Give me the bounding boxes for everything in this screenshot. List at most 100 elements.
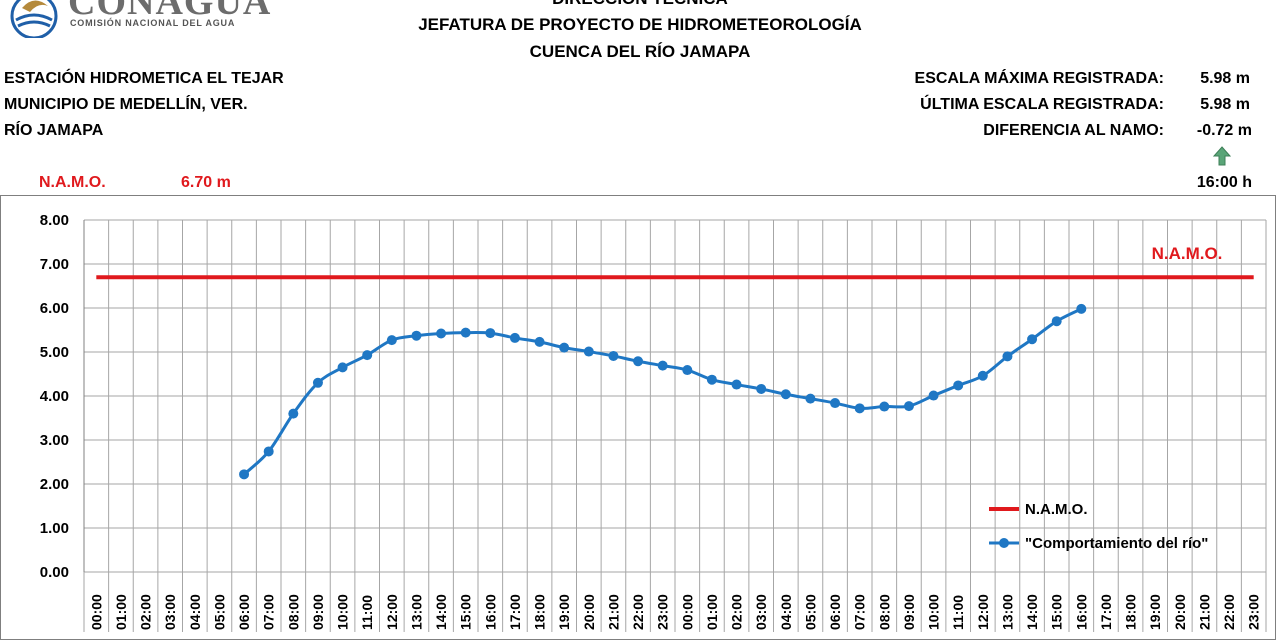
header-line-3: CUENCA DEL RÍO JAMAPA — [529, 42, 751, 61]
river-data-point — [1051, 316, 1062, 327]
namo-annotation: N.A.M.O. — [1152, 244, 1223, 263]
x-tick-label: 03:00 — [753, 594, 769, 630]
x-tick-label: 20:00 — [581, 594, 597, 630]
x-tick-label: 15:00 — [1049, 594, 1065, 630]
river-data-point — [509, 332, 520, 343]
river-data-point — [854, 403, 865, 414]
logo-text: CONAGUA — [68, 0, 272, 23]
last-level-value: 5.98 m — [1200, 96, 1250, 113]
namo-label: N.A.M.O. — [39, 174, 106, 191]
y-tick-label: 4.00 — [40, 388, 69, 405]
x-tick-label: 11:00 — [950, 595, 966, 630]
river-data-point — [608, 350, 619, 361]
y-tick-label: 5.00 — [40, 344, 69, 361]
river-data-point — [731, 379, 742, 390]
x-tick-label: 23:00 — [1246, 594, 1262, 630]
river-data-point — [780, 389, 791, 400]
x-tick-label: 16:00 — [1073, 594, 1089, 630]
river-level-chart: 0.00 1.00 2.00 3.00 4.00 5.00 6.00 7.00 8.00 00:0… — [40, 212, 1267, 632]
river-data-point — [633, 356, 644, 367]
legend-label-river: "Comportamiento del río" — [1025, 535, 1208, 552]
namo-difference-value: -0.72 m — [1196, 122, 1252, 139]
x-tick-label: 07:00 — [261, 594, 277, 630]
y-tick-label: 8.00 — [40, 212, 69, 229]
river-data-point — [756, 383, 767, 394]
river-data-point — [485, 328, 496, 339]
river-data-point — [903, 401, 914, 412]
x-tick-label: 18:00 — [1123, 594, 1139, 630]
station-municipality: MUNICIPIO DE MEDELLÍN, VER. — [4, 96, 248, 113]
river-data-point — [411, 330, 422, 341]
x-tick-label: 10:00 — [335, 594, 351, 630]
x-tick-label: 14:00 — [1024, 594, 1040, 630]
logo-subtitle: COMISIÓN NACIONAL DEL AGUA — [70, 18, 236, 28]
max-level-label: ESCALA MÁXIMA REGISTRADA: — [914, 70, 1164, 87]
river-data-point — [657, 360, 668, 371]
x-tick-label: 08:00 — [285, 594, 301, 630]
chart-frame: 0.00 1.00 2.00 3.00 4.00 5.00 6.00 7.00 8.00 00:0… — [0, 195, 1276, 640]
x-tick-label: 03:00 — [162, 594, 178, 630]
y-tick-label: 0.00 — [40, 564, 69, 581]
river-data-point — [953, 380, 964, 391]
river-data-point — [362, 350, 373, 361]
river-data-point — [879, 401, 890, 412]
x-tick-label: 11:00 — [359, 595, 375, 630]
river-data-point — [460, 327, 471, 338]
x-tick-label: 12:00 — [384, 594, 400, 630]
y-tick-label: 2.00 — [40, 476, 69, 493]
x-tick-label: 04:00 — [187, 594, 203, 630]
header-line-2: JEFATURA DE PROYECTO DE HIDROMETEOROLOGÍ… — [418, 15, 862, 34]
river-data-point — [805, 393, 816, 404]
x-tick-label: 09:00 — [310, 594, 326, 630]
x-tick-label: 05:00 — [802, 594, 818, 630]
max-level-value: 5.98 m — [1200, 70, 1250, 87]
x-tick-label: 05:00 — [211, 594, 227, 630]
y-tick-label: 3.00 — [40, 432, 69, 449]
namo-difference-label: DIFERENCIA AL NAMO: — [983, 122, 1164, 139]
header-line-1: DIRECCIÓN TÉCNICA — [0, 0, 1280, 9]
x-tick-label: 17:00 — [507, 594, 523, 630]
x-tick-label: 16:00 — [482, 594, 498, 630]
x-tick-label: 07:00 — [852, 594, 868, 630]
x-tick-label: 01:00 — [113, 594, 129, 630]
river-data-point — [583, 346, 594, 357]
river-data-point — [928, 390, 939, 401]
river-series-line — [243, 307, 1082, 476]
legend-marker-river — [999, 538, 1009, 548]
namo-value: 6.70 m — [181, 174, 231, 191]
station-name: ESTACIÓN HIDROMETICA EL TEJAR — [4, 70, 284, 87]
river-data-point — [534, 336, 545, 347]
x-tick-label: 19:00 — [556, 594, 572, 630]
x-tick-label: 14:00 — [433, 594, 449, 630]
x-tick-label: 15:00 — [458, 594, 474, 630]
x-tick-label: 22:00 — [630, 594, 646, 630]
river-data-point — [1076, 303, 1087, 314]
x-tick-label: 00:00 — [679, 594, 695, 630]
station-river: RÍO JAMAPA — [4, 122, 104, 139]
x-tick-label: 08:00 — [876, 594, 892, 630]
x-tick-label: 21:00 — [605, 594, 621, 630]
river-data-point — [386, 335, 397, 346]
river-data-point — [977, 370, 988, 381]
river-data-point — [337, 362, 348, 373]
x-tick-label: 20:00 — [1172, 594, 1188, 630]
x-tick-label: 12:00 — [975, 594, 991, 630]
river-data-point — [706, 374, 717, 385]
x-tick-label: 19:00 — [1147, 594, 1163, 630]
river-data-point — [559, 342, 570, 353]
river-data-point — [1027, 334, 1038, 345]
time-label: 16:00 h — [1196, 174, 1252, 191]
x-tick-label: 02:00 — [138, 594, 154, 630]
y-tick-label: 6.00 — [40, 300, 69, 317]
x-tick-label: 06:00 — [236, 594, 252, 630]
last-level-label: ÚLTIMA ESCALA REGISTRADA: — [920, 96, 1164, 113]
x-tick-label: 22:00 — [1221, 594, 1237, 630]
x-tick-label: 02:00 — [729, 594, 745, 630]
river-data-point — [312, 377, 323, 388]
x-tick-label: 13:00 — [408, 594, 424, 630]
x-tick-label: 09:00 — [901, 594, 917, 630]
x-tick-label: 23:00 — [655, 594, 671, 630]
x-tick-label: 18:00 — [532, 594, 548, 630]
conagua-logo — [10, 0, 58, 38]
up-arrow-icon — [1212, 146, 1232, 166]
